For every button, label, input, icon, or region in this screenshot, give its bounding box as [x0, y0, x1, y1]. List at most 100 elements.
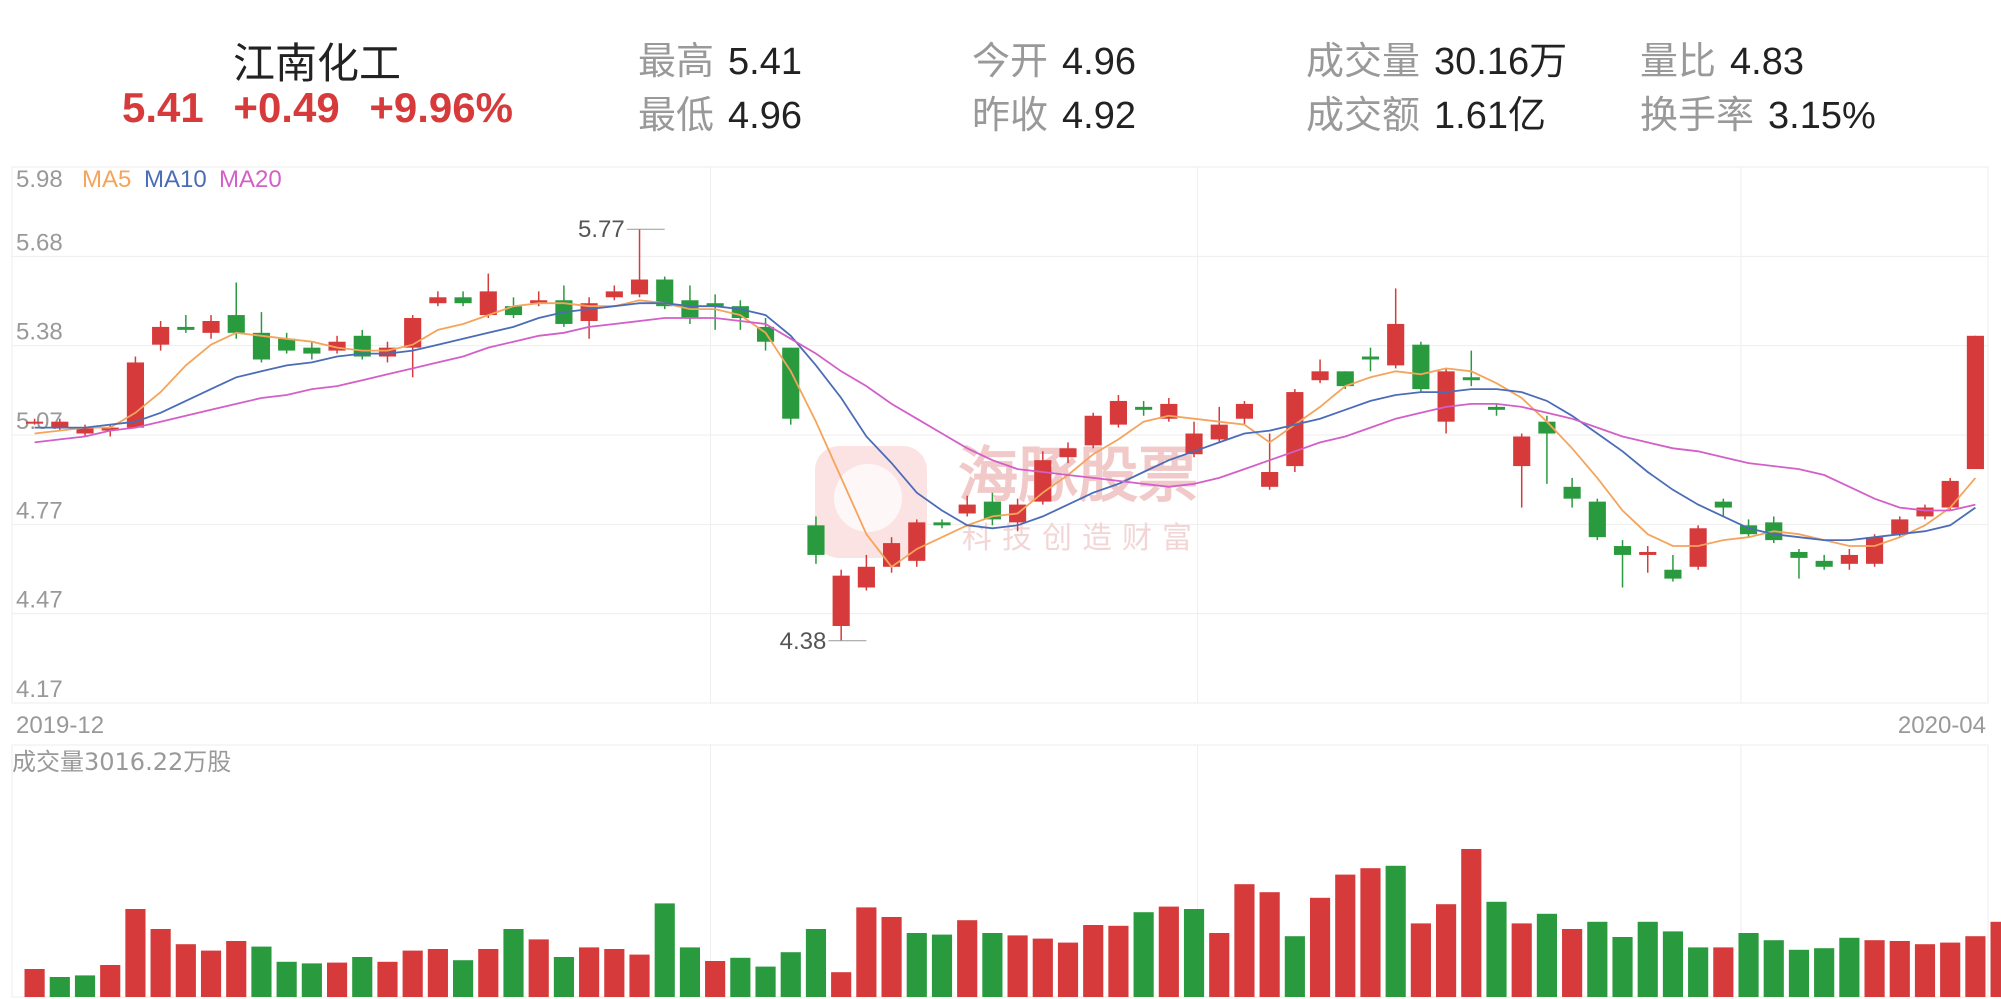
candle: [1160, 397, 1178, 422]
stock-name: 江南化工: [233, 39, 402, 88]
candle: [51, 418, 69, 431]
candle-body: [807, 525, 825, 555]
volume-bar: [957, 920, 978, 997]
volume-bar: [705, 961, 726, 997]
volume-bar: [1057, 942, 1079, 997]
volume-bar: [427, 949, 448, 997]
candle: [479, 273, 497, 319]
volume-bar: [579, 947, 600, 997]
candle: [933, 519, 951, 529]
candle: [1235, 400, 1254, 425]
volume-bar: [49, 977, 70, 997]
stat-value: 3.15%: [1768, 95, 1876, 137]
candle-body: [1739, 525, 1758, 535]
quote-header: 江南化工 5.41 +0.49 +9.96% 最高 5.41 最低 4.96 今开 4…: [0, 0, 2001, 160]
volume-bar: [1309, 897, 1331, 997]
candle-body: [1689, 528, 1707, 567]
stat-value: 1.61亿: [1434, 95, 1546, 137]
candle: [1916, 504, 1934, 520]
volume-bar: [1940, 942, 1961, 997]
candle-body: [303, 347, 321, 354]
candle: [1588, 498, 1606, 541]
volume-bar: [1234, 884, 1255, 997]
volume-bar: [1259, 892, 1280, 997]
candle-body: [1941, 480, 1959, 508]
candle-body: [1891, 519, 1909, 535]
volume-bar: [1814, 948, 1835, 997]
candle: [706, 294, 724, 330]
candle: [278, 332, 296, 354]
y-tick-label: 5.38: [16, 319, 63, 346]
candle: [630, 229, 649, 298]
candle: [26, 418, 44, 425]
volume-bar: [1788, 949, 1810, 997]
dolphin-icon: [834, 464, 902, 532]
volume-bar: [1108, 925, 1129, 997]
volume-bar: [352, 957, 373, 997]
candle-body: [152, 326, 170, 345]
ma10-line: [34, 302, 1976, 541]
candle-body: [1790, 551, 1808, 558]
candle-body: [706, 303, 724, 307]
volume-bar: [1864, 940, 1885, 997]
legend-ma10: MA10: [144, 166, 207, 193]
candle-body: [1462, 377, 1480, 381]
volume-bar: [100, 965, 121, 997]
candle-body: [580, 303, 598, 321]
candle-body: [832, 575, 850, 627]
stat-label: 最低: [638, 93, 715, 137]
candle-body: [126, 362, 144, 428]
volume-bar: [755, 966, 776, 997]
candle-body: [857, 566, 875, 588]
candle: [126, 356, 144, 428]
candle-body: [1538, 421, 1556, 434]
volume-bar: [251, 946, 272, 997]
candle-body: [1135, 406, 1153, 410]
volume-bar: [1486, 901, 1507, 997]
price-line: 5.41 +0.49 +9.96%: [122, 84, 531, 132]
candle-body: [908, 522, 926, 561]
volume-bar: [453, 960, 474, 997]
volume-bar: [1284, 936, 1305, 997]
candle-body: [429, 297, 447, 304]
volume-bar: [982, 933, 1003, 997]
candle: [1639, 546, 1657, 573]
volume-bar: [150, 929, 171, 997]
candle: [1059, 442, 1077, 464]
volume-bar: [377, 961, 398, 997]
candle-body: [101, 427, 119, 431]
candle-body: [177, 326, 195, 330]
candle: [1664, 554, 1682, 582]
volume-bar: [200, 950, 222, 997]
candle-body: [731, 306, 749, 319]
volume-bar: [1436, 904, 1457, 997]
candle-body: [328, 341, 346, 351]
candle-body: [1261, 472, 1279, 487]
volume-bar: [679, 947, 701, 997]
candle-body: [1437, 371, 1455, 422]
candle-body: [1639, 551, 1657, 555]
candle-body: [1235, 403, 1254, 419]
stat-turnover-amount: 成交额 1.61亿: [1306, 84, 1546, 139]
volume-bar: [1889, 941, 1910, 997]
candle-body: [479, 291, 497, 316]
candle: [1084, 412, 1102, 449]
candle-body: [656, 279, 674, 307]
candle-body: [1513, 436, 1531, 467]
volume-bar: [654, 903, 675, 997]
candle: [1966, 335, 1984, 470]
candle: [958, 495, 976, 517]
high-annotation: 5.77: [578, 216, 625, 243]
volume-bar: [1209, 933, 1230, 997]
price-change-pct: +9.96%: [369, 84, 513, 131]
y-axis: 5.985.685.385.074.774.474.17: [16, 166, 63, 703]
stat-label: 成交额: [1306, 93, 1421, 137]
volume-bar: [780, 952, 801, 997]
volume-bar: [175, 944, 196, 997]
candle: [1613, 540, 1632, 588]
candle-body: [1866, 537, 1884, 564]
volume-bar: [1562, 929, 1583, 997]
candle: [454, 291, 472, 307]
candle-body: [404, 318, 422, 348]
stat-label: 最高: [638, 39, 715, 83]
